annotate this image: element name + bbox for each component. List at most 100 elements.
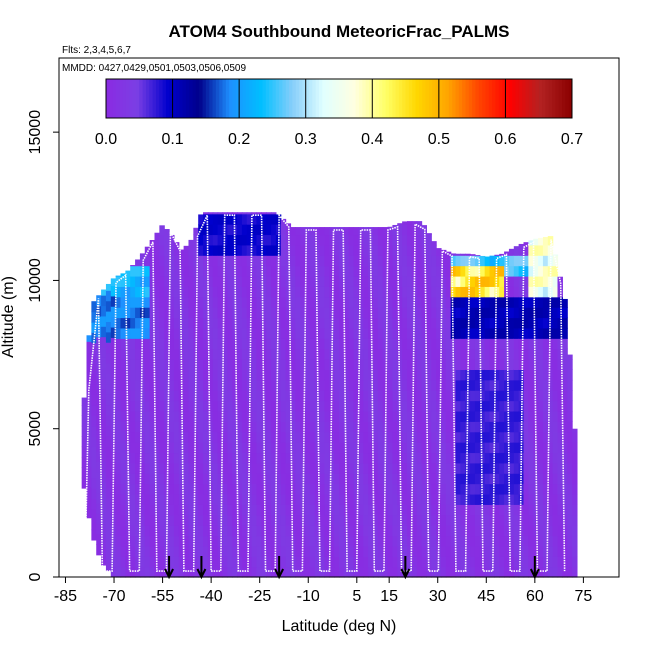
heatmap-cell bbox=[305, 442, 311, 454]
heatmap-cell bbox=[528, 255, 534, 267]
heatmap-cell bbox=[237, 462, 243, 474]
heatmap-cell bbox=[499, 431, 505, 443]
heatmap-cell bbox=[440, 452, 447, 464]
heatmap-cell bbox=[139, 410, 146, 422]
heatmap-cell bbox=[513, 535, 520, 547]
heatmap-cell bbox=[538, 359, 544, 370]
heatmap-cell bbox=[227, 442, 233, 454]
heatmap-cell bbox=[266, 400, 272, 412]
heatmap-cell bbox=[319, 462, 326, 474]
heatmap-cell bbox=[261, 296, 267, 308]
heatmap-cell bbox=[251, 452, 258, 464]
colorbar-segment bbox=[249, 79, 253, 118]
heatmap-cell bbox=[353, 265, 360, 277]
heatmap-cell bbox=[552, 431, 559, 443]
heatmap-cell bbox=[411, 275, 418, 287]
heatmap-cell bbox=[203, 275, 209, 287]
heatmap-cell bbox=[343, 265, 350, 277]
heatmap-cell bbox=[421, 545, 427, 557]
heatmap-cell bbox=[460, 535, 466, 547]
heatmap-cell bbox=[314, 483, 321, 495]
heatmap-cell bbox=[513, 379, 520, 391]
heatmap-cell bbox=[508, 431, 515, 443]
heatmap-cell bbox=[300, 535, 306, 547]
heatmap-cell bbox=[465, 504, 471, 516]
heatmap-cell bbox=[329, 493, 335, 505]
heatmap-cell bbox=[105, 383, 112, 395]
heatmap-cell bbox=[431, 275, 437, 287]
heatmap-cell bbox=[96, 409, 102, 421]
heatmap-cell bbox=[567, 483, 573, 495]
heatmap-cell bbox=[91, 301, 97, 313]
heatmap-cell bbox=[154, 369, 160, 381]
heatmap-cell bbox=[154, 525, 160, 537]
heatmap-cell bbox=[81, 397, 88, 406]
heatmap-cell bbox=[120, 275, 126, 287]
heatmap-cell bbox=[324, 369, 330, 381]
heatmap-cell bbox=[343, 400, 350, 412]
heatmap-cell bbox=[339, 390, 345, 402]
heatmap-cell bbox=[139, 556, 146, 568]
heatmap-cell bbox=[295, 483, 301, 495]
heatmap-cell bbox=[397, 244, 403, 256]
heatmap-cell bbox=[489, 452, 495, 464]
heatmap-cell bbox=[203, 473, 209, 485]
heatmap-cell bbox=[135, 493, 141, 505]
heatmap-cell bbox=[305, 556, 311, 568]
colorbar-segment bbox=[282, 79, 287, 118]
heatmap-cell bbox=[504, 504, 510, 516]
heatmap-cell bbox=[440, 296, 447, 308]
heatmap-cell bbox=[523, 379, 529, 391]
colorbar-segment bbox=[225, 79, 230, 118]
heatmap-cell bbox=[518, 462, 525, 474]
heatmap-cell bbox=[251, 535, 258, 547]
heatmap-cell bbox=[552, 348, 559, 360]
heatmap-cell bbox=[164, 338, 170, 350]
heatmap-cell bbox=[169, 286, 175, 298]
heatmap-cell bbox=[440, 286, 447, 298]
heatmap-cell bbox=[494, 400, 500, 412]
heatmap-cell bbox=[319, 296, 326, 308]
heatmap-cell bbox=[552, 254, 559, 256]
heatmap-cell bbox=[198, 265, 204, 277]
heatmap-cell bbox=[358, 525, 364, 537]
heatmap-cell bbox=[382, 255, 389, 267]
heatmap-cell bbox=[241, 212, 248, 215]
heatmap-cell bbox=[237, 566, 243, 578]
heatmap-cell bbox=[494, 473, 500, 485]
heatmap-cell bbox=[542, 442, 549, 454]
heatmap-cell bbox=[280, 379, 287, 391]
heatmap-cell bbox=[406, 379, 413, 391]
heatmap-cell bbox=[368, 227, 374, 236]
heatmap-cell bbox=[504, 566, 510, 578]
heatmap-cell bbox=[542, 452, 549, 464]
heatmap-cell bbox=[237, 390, 243, 402]
heatmap-cell bbox=[217, 234, 224, 246]
heatmap-cell bbox=[96, 492, 102, 504]
heatmap-cell bbox=[567, 442, 573, 454]
heatmap-cell bbox=[130, 286, 136, 298]
heatmap-cell bbox=[271, 556, 277, 568]
heatmap-cell bbox=[188, 504, 194, 516]
heatmap-cell bbox=[198, 421, 204, 433]
heatmap-cell bbox=[460, 265, 466, 277]
heatmap-cell bbox=[474, 421, 481, 433]
heatmap-cell bbox=[523, 390, 529, 402]
heatmap-cell bbox=[183, 421, 190, 433]
heatmap-cell bbox=[339, 379, 345, 391]
heatmap-cell bbox=[368, 244, 374, 256]
heatmap-cell bbox=[130, 535, 136, 547]
heatmap-cell bbox=[494, 286, 500, 298]
heatmap-cell bbox=[392, 390, 398, 402]
heatmap-cell bbox=[392, 493, 398, 505]
heatmap-cell bbox=[261, 286, 267, 298]
heatmap-cell bbox=[169, 379, 175, 391]
heatmap-cell bbox=[416, 442, 423, 454]
heatmap-cell bbox=[557, 431, 563, 443]
heatmap-cell bbox=[266, 483, 272, 495]
heatmap-cell bbox=[334, 296, 340, 308]
heatmap-cell bbox=[494, 462, 500, 474]
heatmap-cell bbox=[300, 390, 306, 402]
heatmap-cell bbox=[547, 348, 554, 360]
colorbar-segment bbox=[315, 79, 320, 118]
